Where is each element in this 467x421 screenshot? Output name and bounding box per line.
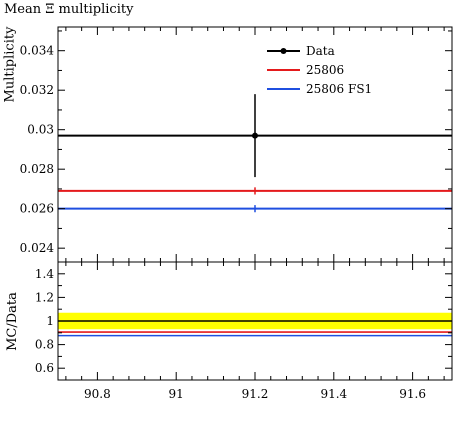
- main-y-tick-label: 0.032: [20, 83, 54, 97]
- legend-marker-0: [280, 48, 287, 54]
- main-plot: [58, 94, 452, 213]
- main-y-tick-label: 0.028: [20, 162, 54, 176]
- legend-label-1: 25806: [306, 63, 344, 77]
- main-y-tick-label: 0.03: [27, 123, 54, 137]
- axes: 0.024 0.026 0.028 0.03 0.032 0.034 0.6 0.8 1 1.2 1…: [20, 26, 453, 401]
- ratio-y-tick-label: 1.2: [35, 290, 54, 304]
- data-point-0: [252, 132, 258, 139]
- ratio-y-tick-label: 0.8: [35, 338, 54, 352]
- main-y-tick-label: 0.034: [20, 44, 55, 58]
- x-tick-label: 91.2: [242, 387, 269, 401]
- legend-label-0: Data: [306, 44, 335, 58]
- x-tick-label: 90.8: [84, 387, 111, 401]
- main-y-tick-label: 0.024: [20, 241, 55, 255]
- ratio-y-tick-label: 1: [46, 314, 54, 328]
- ratio-y-tick-label: 1.4: [35, 267, 54, 281]
- chart-title: Mean Ξ multiplicity: [4, 2, 134, 17]
- x-tick-label: 91.6: [399, 387, 426, 401]
- main-y-tick-label: 0.026: [20, 202, 54, 216]
- x-tick-label: 91.4: [320, 387, 347, 401]
- legend-label-2: 25806 FS1: [306, 82, 372, 96]
- ratio-y-tick-label: 0.6: [35, 361, 54, 375]
- x-tick-label: 91: [169, 387, 184, 401]
- ratio-plot: [58, 320, 452, 337]
- legend: Data 25806 25806 FS1: [267, 44, 372, 96]
